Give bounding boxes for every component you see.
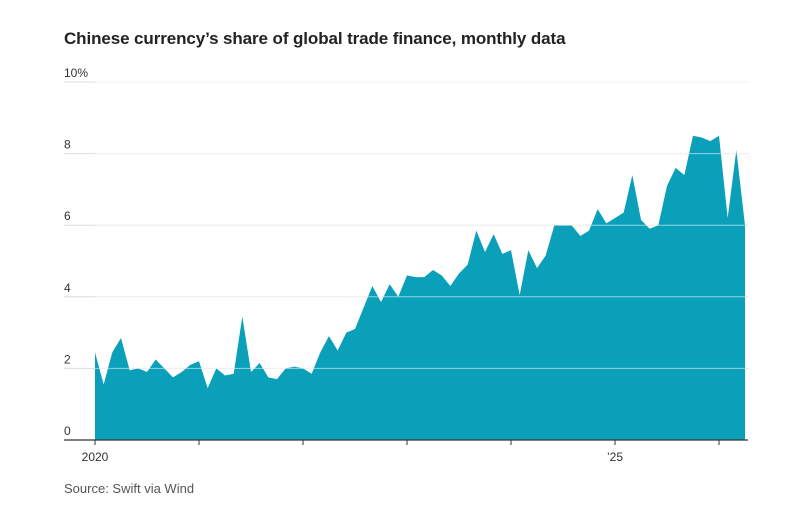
x-tick-label-2025: ’25: [607, 450, 623, 464]
area-series: [95, 135, 745, 440]
y-tick-label-0: 0: [64, 424, 71, 438]
source-note: Source: Swift via Wind: [64, 481, 195, 496]
y-tick-label-10: 10%: [64, 66, 88, 80]
x-ticks: [94, 440, 720, 445]
gridlines-overlay: [95, 81, 748, 369]
y-tick-label-2: 2: [64, 352, 71, 366]
y-tick-label-4: 4: [64, 281, 71, 295]
x-tick-labels: 2020 ’25: [82, 450, 624, 464]
y-tick-label-6: 6: [64, 209, 71, 223]
y-tick-label-8: 8: [64, 138, 71, 152]
y-tick-labels: 0 2 4 6 8 10%: [64, 66, 88, 438]
x-tick-label-2020: 2020: [82, 450, 109, 464]
chart-title: Chinese currency’s share of global trade…: [64, 29, 566, 48]
